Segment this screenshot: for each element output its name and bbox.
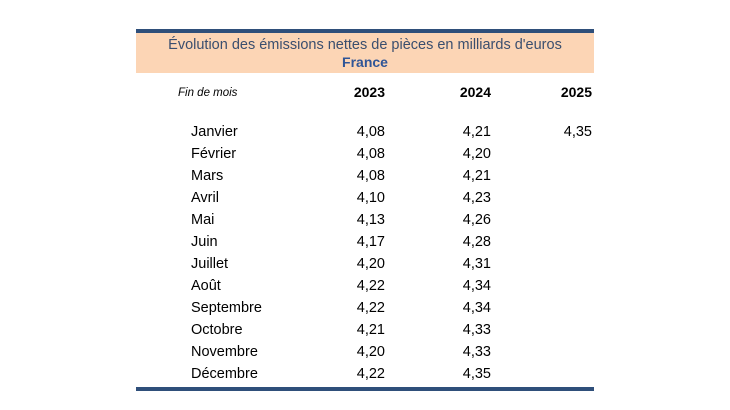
value-2023-cell: 4,22 xyxy=(356,366,385,382)
table-row: Février 4,08 4,20 xyxy=(136,143,594,165)
value-2024-cell: 4,23 xyxy=(462,190,491,206)
value-2024-cell: 4,28 xyxy=(462,234,491,250)
value-2024-cell: 4,34 xyxy=(462,300,491,316)
value-2023-cell: 4,21 xyxy=(356,322,385,338)
value-2024-cell: 4,31 xyxy=(462,256,491,272)
value-2024-cell: 4,20 xyxy=(462,146,491,162)
value-2024-cell: 4,21 xyxy=(462,168,491,184)
value-2023-cell: 4,20 xyxy=(356,344,385,360)
value-2023-cell: 4,08 xyxy=(356,168,385,184)
value-2023-cell: 4,08 xyxy=(356,146,385,162)
month-cell: Février xyxy=(191,146,237,162)
month-cell: Avril xyxy=(191,190,219,206)
value-2023-cell: 4,08 xyxy=(356,124,385,140)
table-row: Mai 4,13 4,26 xyxy=(136,209,594,231)
table-row: Novembre 4,20 4,33 xyxy=(136,341,594,363)
month-cell: Octobre xyxy=(191,322,243,338)
table-row: Juin 4,17 4,28 xyxy=(136,231,594,253)
value-2023-cell: 4,17 xyxy=(356,234,385,250)
value-2023-cell: 4,22 xyxy=(356,300,385,316)
bottom-rule xyxy=(136,387,594,391)
value-2024-cell: 4,21 xyxy=(462,124,491,140)
column-header-row: Fin de mois 2023 2024 2025 xyxy=(136,73,594,117)
value-2024-cell: 4,26 xyxy=(462,212,491,228)
month-cell: Mai xyxy=(191,212,215,228)
year-header-2024: 2024 xyxy=(459,84,491,100)
month-cell: Juillet xyxy=(191,256,229,272)
value-2023-cell: 4,22 xyxy=(356,278,385,294)
month-cell: Novembre xyxy=(191,344,258,360)
month-cell: Septembre xyxy=(191,300,262,316)
table-title: Évolution des émissions nettes de pièces… xyxy=(168,37,562,53)
table-row: Juillet 4,20 4,31 xyxy=(136,253,594,275)
month-cell: Août xyxy=(191,278,221,294)
table-row: Août 4,22 4,34 xyxy=(136,275,594,297)
coin-emissions-table: Évolution des émissions nettes de pièces… xyxy=(136,29,594,391)
month-cell: Juin xyxy=(191,234,218,250)
value-2023-cell: 4,13 xyxy=(356,212,385,228)
value-2024-cell: 4,35 xyxy=(462,366,491,382)
top-rule xyxy=(136,29,594,33)
month-column-header: Fin de mois xyxy=(178,87,238,99)
table-body: Janvier 4,08 4,21 4,35 Février 4,08 4,20 Mars 4,… xyxy=(136,117,594,385)
table-header-band: Évolution des émissions nettes de pièces… xyxy=(136,33,594,73)
table-row: Octobre 4,21 4,33 xyxy=(136,319,594,341)
value-2025-cell: 4,35 xyxy=(563,124,592,140)
table-row: Janvier 4,08 4,21 4,35 xyxy=(136,121,594,143)
year-header-2025: 2025 xyxy=(560,84,592,100)
table-row: Septembre 4,22 4,34 xyxy=(136,297,594,319)
table-subtitle: France xyxy=(342,54,388,70)
value-2023-cell: 4,10 xyxy=(356,190,385,206)
value-2024-cell: 4,34 xyxy=(462,278,491,294)
month-cell: Décembre xyxy=(191,366,258,382)
value-2024-cell: 4,33 xyxy=(462,322,491,338)
month-cell: Janvier xyxy=(191,124,238,140)
value-2024-cell: 4,33 xyxy=(462,344,491,360)
table-row: Avril 4,10 4,23 xyxy=(136,187,594,209)
year-header-2023: 2023 xyxy=(353,84,385,100)
value-2023-cell: 4,20 xyxy=(356,256,385,272)
table-row: Mars 4,08 4,21 xyxy=(136,165,594,187)
month-cell: Mars xyxy=(191,168,224,184)
table-row: Décembre 4,22 4,35 xyxy=(136,363,594,385)
